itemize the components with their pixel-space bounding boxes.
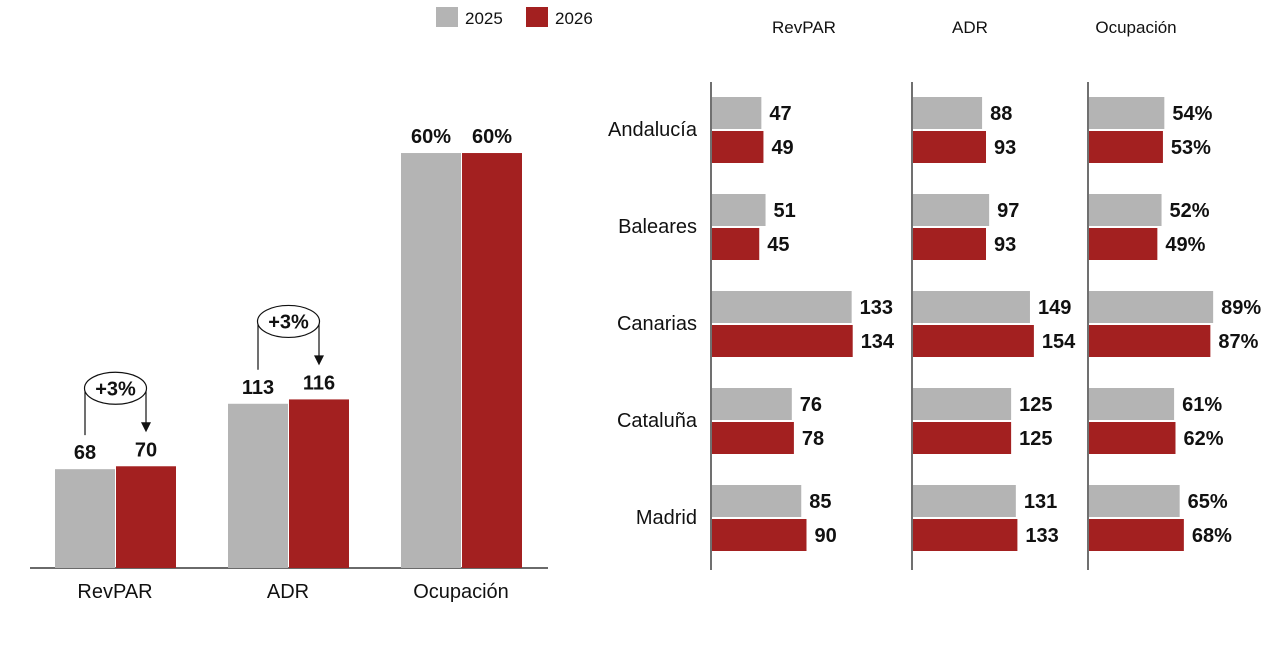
x-tick-label-ocupación: Ocupación — [413, 581, 509, 603]
bar-ocupación-3-2025 — [1089, 388, 1175, 420]
data-label-revpar-2026: 70 — [135, 439, 157, 461]
regional-comparison-chart: RevPAR ADR Ocupación Andalucía Baleares Canar… — [608, 18, 1261, 570]
data-label-adr-1-2026: 93 — [994, 234, 1016, 256]
data-label-ocupación-2025: 60% — [411, 126, 451, 148]
data-label-adr-3-2025: 125 — [1019, 394, 1052, 416]
legend-swatch-2025 — [436, 7, 458, 27]
bar-revpar-3-2026 — [712, 422, 794, 454]
region-label-4: Madrid — [636, 507, 697, 529]
bar-adr-0-2025 — [913, 97, 983, 129]
legend-swatch-2026 — [526, 7, 548, 27]
growth-badge-1 — [256, 304, 321, 339]
data-label-adr-0-2025: 88 — [990, 103, 1012, 125]
bar-ocupación-1-2026 — [1089, 228, 1158, 260]
bar-revpar-0-2025 — [712, 97, 762, 129]
data-label-revpar-2025: 68 — [74, 442, 96, 464]
bar-revpar-0-2026 — [712, 131, 764, 163]
bar-adr-4-2026 — [913, 519, 1018, 551]
data-label-ocupación-1-2025: 52% — [1170, 200, 1210, 222]
data-label-revpar-4-2026: 90 — [815, 525, 837, 547]
data-label-adr-0-2026: 93 — [994, 137, 1016, 159]
data-label-adr-4-2025: 131 — [1024, 491, 1057, 513]
data-label-adr-2026: 116 — [303, 372, 335, 394]
bar-ocupación-0-2026 — [1089, 131, 1163, 163]
bar-adr-0-2026 — [913, 131, 987, 163]
bar-ocupación-2026 — [462, 153, 522, 569]
bar-ocupación-2025 — [401, 153, 461, 569]
bar-ocupación-2-2025 — [1089, 291, 1214, 323]
data-label-ocupación-3-2026: 62% — [1183, 428, 1223, 450]
bar-revpar-4-2025 — [712, 485, 802, 517]
legend-label-2026: 2026 — [555, 9, 593, 28]
data-label-revpar-2-2026: 134 — [861, 331, 895, 353]
bar-revpar-1-2026 — [712, 228, 760, 260]
bar-adr-2-2025 — [913, 291, 1030, 323]
data-label-revpar-3-2026: 78 — [802, 428, 824, 450]
data-label-revpar-0-2025: 47 — [769, 103, 791, 125]
data-label-revpar-0-2026: 49 — [771, 137, 793, 159]
bar-ocupación-4-2026 — [1089, 519, 1184, 551]
region-label-0: Andalucía — [608, 119, 698, 141]
panel-header-revpar: RevPAR — [772, 18, 836, 37]
bar-ocupación-2-2026 — [1089, 325, 1211, 357]
bar-adr-3-2026 — [913, 422, 1012, 454]
data-label-revpar-2-2025: 133 — [860, 297, 893, 319]
growth-arrowhead-1 — [314, 355, 324, 366]
data-label-revpar-1-2026: 45 — [767, 234, 789, 256]
data-label-adr-3-2026: 125 — [1019, 428, 1052, 450]
data-label-revpar-3-2025: 76 — [800, 394, 822, 416]
bar-adr-1-2025 — [913, 194, 990, 226]
x-tick-label-revpar: RevPAR — [77, 581, 152, 603]
data-label-ocupación-0-2026: 53% — [1171, 137, 1211, 159]
bar-adr-4-2025 — [913, 485, 1016, 517]
bar-revpar-1-2025 — [712, 194, 766, 226]
bar-adr-2026 — [289, 399, 349, 568]
bar-ocupación-0-2025 — [1089, 97, 1165, 129]
data-label-ocupación-2026: 60% — [472, 126, 512, 148]
bar-ocupación-4-2025 — [1089, 485, 1180, 517]
panel-header-ocupación: Ocupación — [1095, 18, 1176, 37]
growth-label-1: +3% — [268, 311, 309, 333]
data-label-ocupación-1-2026: 49% — [1165, 234, 1205, 256]
data-label-adr-1-2025: 97 — [997, 200, 1019, 222]
bar-adr-1-2026 — [913, 228, 987, 260]
data-label-ocupación-2-2025: 89% — [1221, 297, 1261, 319]
bar-revpar-4-2026 — [712, 519, 807, 551]
growth-badge-0 — [83, 371, 148, 405]
growth-label-0: +3% — [95, 378, 136, 400]
bar-revpar-3-2025 — [712, 388, 792, 420]
data-label-adr-4-2026: 133 — [1025, 525, 1058, 547]
data-label-ocupación-4-2026: 68% — [1192, 525, 1232, 547]
region-label-1: Baleares — [618, 216, 697, 238]
bar-adr-3-2025 — [913, 388, 1012, 420]
legend-label-2025: 2025 — [465, 9, 503, 28]
bar-revpar-2025 — [55, 469, 115, 568]
bar-adr-2025 — [228, 403, 288, 568]
data-label-ocupación-4-2025: 65% — [1188, 491, 1228, 513]
data-label-adr-2-2026: 154 — [1042, 331, 1076, 353]
bar-revpar-2-2025 — [712, 291, 852, 323]
growth-arrowhead-0 — [141, 422, 151, 433]
bar-ocupación-1-2025 — [1089, 194, 1162, 226]
region-label-2: Canarias — [617, 313, 697, 335]
bar-revpar-2026 — [116, 466, 176, 568]
legend: 2025 2026 — [436, 7, 593, 28]
data-label-ocupación-2-2026: 87% — [1218, 331, 1258, 353]
x-tick-label-adr: ADR — [267, 581, 309, 603]
bar-adr-2-2026 — [913, 325, 1034, 357]
data-label-ocupación-0-2025: 54% — [1172, 103, 1212, 125]
region-label-3: Cataluña — [617, 410, 698, 432]
data-label-revpar-4-2025: 85 — [809, 491, 831, 513]
national-comparison-chart: 68 70 RevPAR 113 116 ADR 60% 60% Ocupación +3% +3% — [30, 126, 548, 603]
bar-ocupación-3-2026 — [1089, 422, 1176, 454]
data-label-revpar-1-2025: 51 — [774, 200, 796, 222]
data-label-adr-2-2025: 149 — [1038, 297, 1071, 319]
panel-header-adr: ADR — [952, 18, 988, 37]
bar-revpar-2-2026 — [712, 325, 853, 357]
data-label-adr-2025: 113 — [242, 377, 274, 399]
data-label-ocupación-3-2025: 61% — [1182, 394, 1222, 416]
